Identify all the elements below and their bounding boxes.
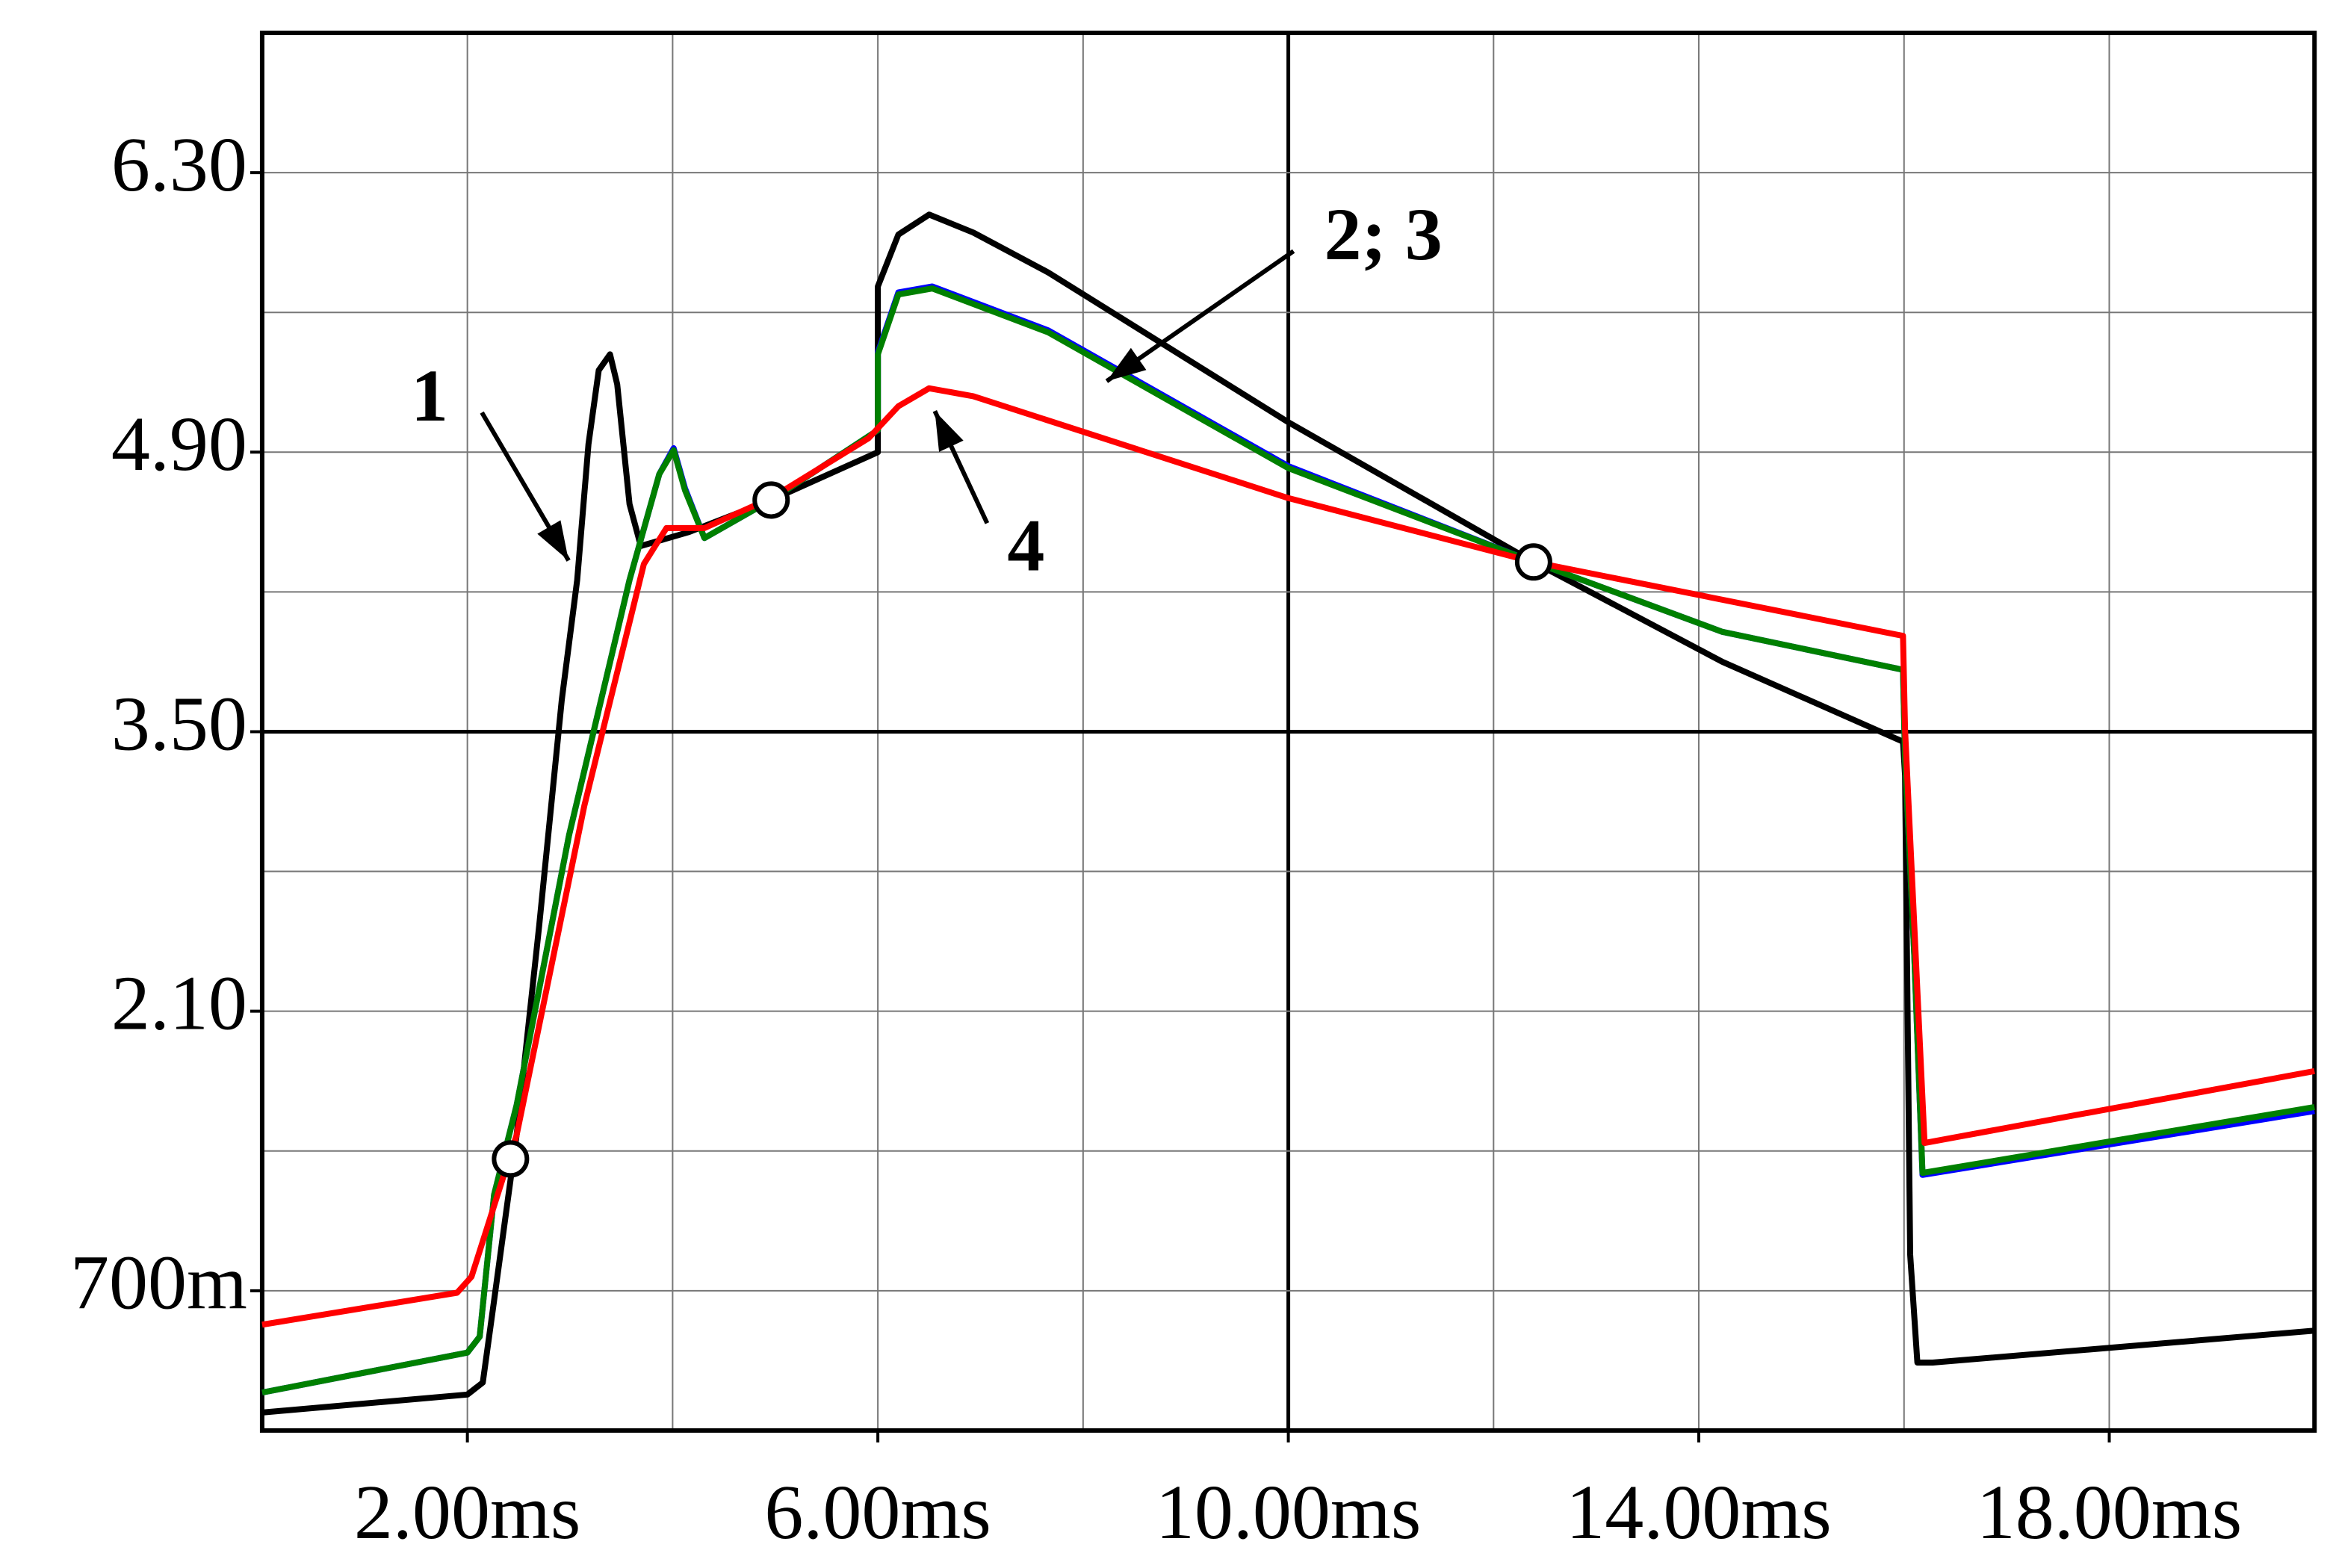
marker [1514, 543, 1552, 581]
annotation: 4 [1007, 503, 1044, 586]
x-tick-label: 6.00ms [764, 1469, 991, 1555]
marker [752, 481, 790, 519]
arrow-head [537, 520, 569, 561]
arrow-head [935, 411, 964, 453]
marker [492, 1140, 530, 1178]
x-tick-label: 10.00ms [1156, 1469, 1421, 1555]
x-tick-label: 14.00ms [1566, 1469, 1831, 1555]
y-tick-label: 700m [70, 1239, 247, 1326]
lines [261, 211, 2315, 1416]
annotation: 2; 3 [1324, 193, 1442, 276]
annotation: 1 [411, 354, 448, 437]
y-tick-label: 4.90 [111, 400, 247, 487]
x-tick-label: 18.00ms [1977, 1469, 2242, 1555]
grid [259, 31, 2317, 1433]
arrow-head [1106, 347, 1147, 382]
y-tick-label: 6.30 [111, 121, 247, 208]
series-line [261, 385, 2315, 1328]
y-tick-label: 2.10 [111, 960, 247, 1047]
x-tick-label: 2.00ms [354, 1469, 580, 1555]
labels: 700m 2.10 3.50 4.90 6.30 2.00ms 6.00ms 10.00ms 1… [70, 121, 2242, 1555]
y-tick-label: 3.50 [111, 680, 247, 766]
